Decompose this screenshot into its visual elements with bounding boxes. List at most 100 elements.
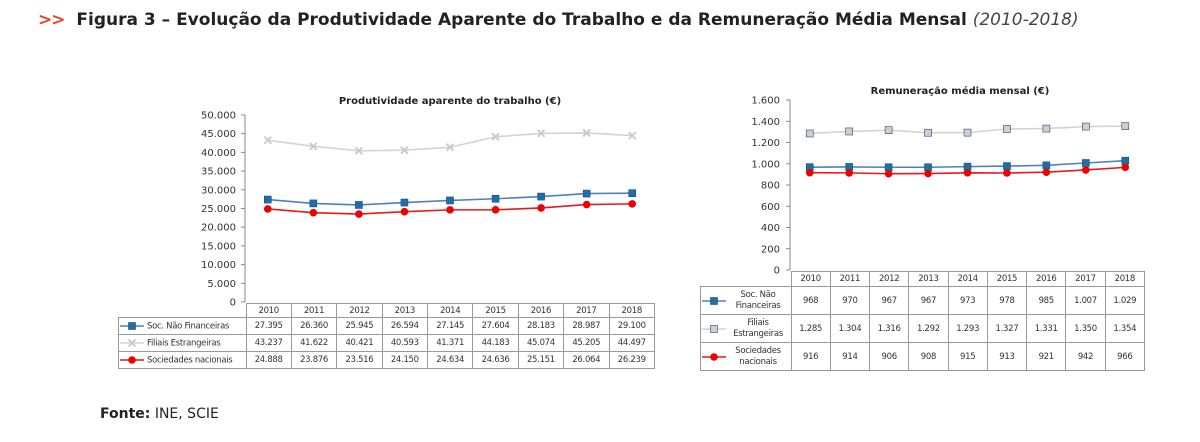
year-header: 2011 — [290, 303, 338, 318]
data-point — [263, 205, 272, 213]
table-row: Sociedades nacionais 24.888 23.876 23.516 24… — [118, 351, 655, 369]
y-tick-label: 600 — [761, 202, 780, 213]
year-header: 2015 — [986, 271, 1028, 287]
year-header: 2013 — [908, 271, 949, 287]
y-tick-label: 400 — [761, 223, 780, 234]
table-row: Sociedades nacionais 916 914 906 908 915 913 92… — [700, 342, 1146, 371]
y-tick-label: 15.000 — [201, 241, 236, 252]
data-label: 26.360 — [290, 317, 338, 335]
source-note: Fonte: INE, SCIE — [100, 406, 219, 422]
data-label: 25.945 — [336, 317, 383, 335]
y-tick-label: 45.000 — [201, 129, 236, 140]
data-label: 1.007 — [1065, 286, 1106, 315]
data-point — [263, 195, 272, 204]
y-tick-label: 30.000 — [201, 185, 236, 196]
data-point — [884, 163, 893, 172]
figure-period: (2010-2018) — [972, 10, 1079, 30]
legend-label: Soc. Não Financeiras — [147, 321, 230, 332]
data-point — [1003, 162, 1011, 170]
year-header: 2018 — [1104, 271, 1146, 287]
y-tick-label: 25.000 — [201, 204, 236, 215]
legend-entry: Filiais Estrangeiras — [700, 314, 792, 343]
data-label: 26.064 — [563, 351, 610, 369]
series-sociedades-nacionais — [263, 200, 637, 218]
legend-square-icon — [120, 321, 144, 330]
data-point — [1042, 161, 1051, 170]
year-header: 2011 — [829, 271, 871, 287]
year-header: 2015 — [472, 303, 519, 318]
y-tick-label: 50.000 — [201, 111, 236, 122]
year-header: 2012 — [869, 271, 910, 287]
data-point — [355, 210, 363, 218]
data-label: 40.593 — [381, 334, 429, 352]
arrows-icon: >> — [38, 10, 65, 30]
data-label: 27.145 — [426, 317, 474, 335]
data-label: 985 — [1026, 286, 1067, 315]
legend-marker — [710, 296, 718, 305]
data-point — [263, 136, 272, 145]
legend-marker — [128, 321, 136, 330]
data-label: 1.350 — [1065, 314, 1106, 343]
data-point — [884, 169, 893, 178]
data-label: 28.987 — [563, 317, 610, 335]
data-label: 906 — [869, 342, 910, 371]
data-point — [1003, 169, 1011, 177]
legend-label: Sociedades nacionais — [147, 355, 233, 366]
data-point — [628, 200, 637, 208]
year-header: 2010 — [790, 271, 831, 287]
data-point — [582, 128, 591, 138]
year-header: 2017 — [563, 303, 610, 318]
legend-entry: Filiais Estrangeiras — [118, 334, 247, 352]
data-label: 1.304 — [829, 314, 871, 343]
legend-label: Soc. Não Financeiras — [735, 289, 781, 311]
data-point — [445, 143, 455, 152]
legend-marker — [710, 324, 718, 333]
data-point — [924, 163, 932, 172]
data-label: 26.594 — [381, 317, 429, 335]
chart-title: Produtividade aparente do trabalho (€) — [339, 96, 561, 107]
data-point — [400, 198, 409, 207]
data-table: 2010 2011 2012 2013 2014 2015 2016 2017 2018 Soc.… — [118, 303, 655, 369]
data-point — [491, 206, 500, 214]
legend-label: Sociedades nacionais — [735, 345, 781, 367]
data-label: 1.316 — [869, 314, 910, 343]
legend-entry: Soc. Não Financeiras — [700, 286, 792, 315]
figure-title-text: Figura 3 – Evolução da Produtividade Apa… — [76, 10, 967, 30]
legend-circle-icon — [702, 352, 726, 361]
data-point — [1082, 166, 1090, 174]
data-point — [582, 189, 591, 198]
data-point — [309, 142, 318, 151]
data-point — [628, 189, 637, 197]
data-label: 1.293 — [947, 314, 988, 343]
series-sociedades-nacionais — [805, 163, 1130, 178]
data-label: 973 — [947, 286, 988, 315]
legend-square-icon — [702, 296, 726, 305]
legend-label: Filiais Estrangeiras — [733, 317, 783, 339]
legend-entry: Soc. Não Financeiras — [118, 317, 247, 335]
legend-x-icon — [120, 338, 144, 347]
y-tick-label: 0 — [774, 266, 780, 277]
y-tick-label: 800 — [761, 181, 780, 192]
data-point — [884, 126, 893, 134]
y-tick-label: 5.000 — [207, 279, 236, 290]
data-point — [1121, 156, 1130, 165]
legend-entry: Sociedades nacionais — [118, 351, 247, 369]
data-point — [628, 131, 637, 140]
y-tick-label: 0 — [230, 298, 236, 309]
data-label: 1.285 — [790, 314, 831, 343]
data-point — [845, 169, 853, 177]
legend-marker — [710, 352, 718, 361]
data-point — [1042, 124, 1051, 133]
series-filiais-estrangeiras — [263, 128, 637, 155]
data-point — [805, 129, 814, 138]
year-header: 2018 — [608, 303, 655, 318]
data-point — [1121, 122, 1130, 130]
data-label: 24.634 — [426, 351, 474, 369]
legend-square-icon — [702, 324, 726, 333]
data-label: 44.497 — [608, 334, 655, 352]
year-header: 2013 — [381, 303, 429, 318]
data-label: 1.331 — [1026, 314, 1067, 343]
data-label: 967 — [908, 286, 949, 315]
y-tick-label: 40.000 — [201, 148, 236, 159]
